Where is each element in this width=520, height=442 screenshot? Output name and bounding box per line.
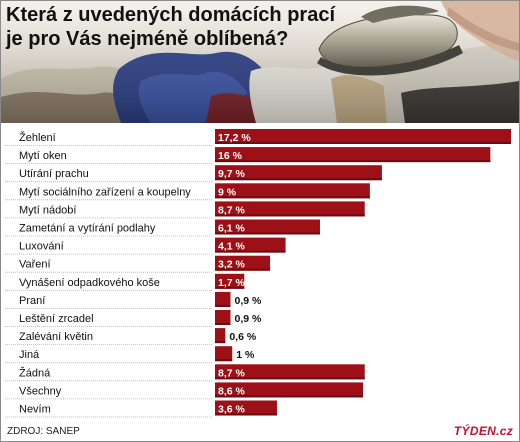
- header-photo: Která z uvedených domácích prací je pro …: [1, 1, 519, 123]
- bar-shadow: [215, 359, 233, 362]
- bar-shadow: [215, 250, 286, 253]
- value-label: 8,6 %: [218, 385, 246, 397]
- bar-shadow: [215, 214, 365, 217]
- category-label: Jiná: [19, 349, 40, 361]
- title-line-1: Která z uvedených domácích prací: [6, 4, 336, 26]
- bar-shadow: [215, 286, 245, 289]
- value-label: 3,2 %: [218, 259, 246, 271]
- bar: [215, 183, 370, 199]
- bar: [215, 147, 491, 163]
- footer: ZDROJ: SANEP TÝDEN.cz: [1, 424, 519, 441]
- title-line-2: je pro Vás nejméně oblíbená?: [6, 28, 289, 50]
- category-label: Mytí sociálního zařízení a koupelny: [19, 186, 191, 198]
- source-label: ZDROJ: SANEP: [7, 426, 80, 437]
- bar: [215, 364, 365, 380]
- category-label: Žehlení: [19, 131, 56, 144]
- value-label: 4,1 %: [218, 241, 246, 253]
- category-label: Utírání prachu: [19, 168, 89, 180]
- bar-shadow: [215, 232, 320, 235]
- bar: [215, 255, 271, 271]
- chart-title: Která z uvedených domácích prací je pro …: [6, 3, 335, 51]
- value-label: 9,7 %: [218, 168, 246, 180]
- bar: [215, 129, 511, 144]
- category-label: Vaření: [19, 259, 51, 271]
- category-label: Leštění zrcadel: [19, 313, 94, 325]
- value-label: 8,7 %: [218, 367, 246, 379]
- category-label: Žádná: [19, 366, 51, 379]
- bar-shadow: [215, 377, 365, 380]
- bar: [215, 219, 320, 235]
- bar-shadow: [215, 304, 231, 307]
- value-label: 9 %: [218, 186, 237, 198]
- bar: [215, 382, 363, 398]
- bar-shadow: [215, 178, 382, 181]
- bar: [215, 291, 231, 307]
- value-label: 0,6 %: [229, 331, 257, 343]
- value-label: 8,7 %: [218, 204, 246, 216]
- bar: [215, 201, 365, 217]
- category-label: Nevím: [19, 404, 51, 416]
- value-label: 16 %: [218, 150, 243, 162]
- value-label: 1 %: [236, 349, 255, 361]
- bar: [215, 400, 277, 416]
- bar: [215, 237, 286, 253]
- value-label: 1,7 %: [218, 277, 246, 289]
- value-label: 6,1 %: [218, 223, 246, 235]
- bar-shadow: [215, 160, 491, 163]
- category-label: Vynášení odpadkového koše: [19, 277, 160, 289]
- value-label: 0,9 %: [234, 313, 262, 325]
- bar: [215, 310, 231, 325]
- category-label: Zalévání květin: [19, 331, 93, 343]
- bar-shadow: [215, 413, 277, 416]
- category-label: Mytí oken: [19, 150, 67, 162]
- bar-shadow: [215, 323, 231, 325]
- category-label: Zametání a vytírání podlahy: [19, 223, 156, 235]
- bar: [215, 165, 382, 181]
- bar: [215, 328, 226, 344]
- bar-shadow: [215, 196, 370, 199]
- bar-shadow: [215, 142, 511, 144]
- laundry-iron-illustration: [1, 1, 519, 123]
- bar-shadow: [215, 395, 363, 398]
- category-label: Luxování: [19, 241, 64, 253]
- brand-logo: TÝDEN.cz: [453, 424, 513, 438]
- value-label: 0,9 %: [234, 295, 262, 307]
- bar-shadow: [215, 341, 226, 344]
- category-label: Praní: [19, 295, 45, 307]
- bar-chart: Žehlení 17,2 % Mytí oken 16 % Utírání prachu…: [5, 129, 511, 418]
- bar: [215, 346, 233, 362]
- value-label: 3,6 %: [218, 404, 246, 416]
- bar: [215, 273, 245, 289]
- value-label: 17,2 %: [218, 132, 251, 144]
- category-label: Všechny: [19, 385, 62, 397]
- category-label: Mytí nádobí: [19, 204, 76, 216]
- bar-shadow: [215, 268, 271, 271]
